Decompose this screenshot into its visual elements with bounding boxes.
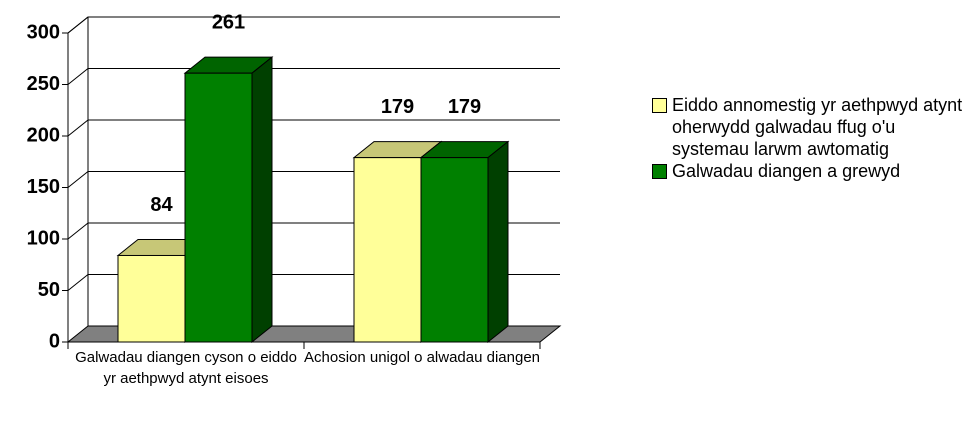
- bar-front: [420, 157, 489, 343]
- bar-front: [184, 72, 253, 343]
- value-label: 84: [150, 194, 173, 216]
- x-tick-label: Galwadau diangen cyson o eiddo yr aethpw…: [75, 349, 297, 387]
- y-tick-label: 300: [27, 21, 60, 43]
- legend-swatch: [652, 98, 667, 113]
- grid-line: [67, 68, 560, 85]
- y-tick-label: 100: [27, 227, 60, 249]
- legend-label: Galwadau diangen a grewyd: [672, 161, 901, 181]
- x-tick-label: Achosion unigol o alwadau diangen: [304, 349, 541, 366]
- value-label: 179: [448, 96, 481, 118]
- value-label: 261: [212, 11, 245, 33]
- bar: [183, 56, 274, 344]
- legend: Eiddo annomestig yr aethpwyd atynt oherw…: [650, 94, 970, 182]
- grid-line: [67, 119, 560, 137]
- value-label: 179: [381, 96, 414, 118]
- y-tick-label: 0: [49, 330, 60, 352]
- grid-line: [67, 16, 560, 34]
- bar-side: [487, 140, 509, 344]
- bar-side: [251, 56, 273, 344]
- y-tick-label: 250: [27, 73, 60, 95]
- y-tick-label: 150: [27, 176, 60, 198]
- bar-front: [117, 254, 186, 343]
- legend-item: Eiddo annomestig yr aethpwyd atynt oherw…: [650, 94, 970, 160]
- y-tick-label: 50: [38, 279, 60, 301]
- legend-item: Galwadau diangen a grewyd: [650, 160, 970, 182]
- legend-swatch: [652, 164, 667, 179]
- bar: [419, 140, 510, 344]
- bar-front: [353, 157, 422, 343]
- legend-label: Eiddo annomestig yr aethpwyd atynt oherw…: [672, 95, 963, 159]
- y-tick-label: 200: [27, 124, 60, 146]
